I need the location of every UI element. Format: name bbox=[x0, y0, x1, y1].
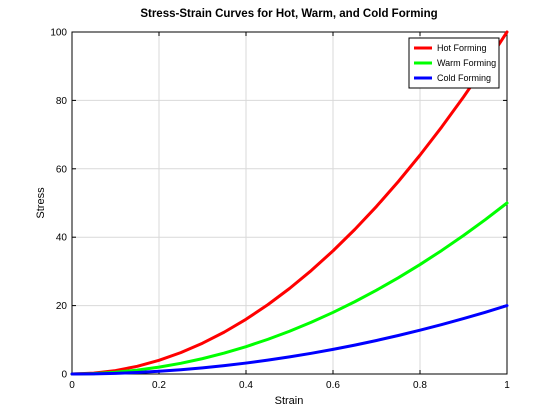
legend-item-cold-forming: Cold Forming bbox=[414, 73, 491, 83]
legend-item-hot-forming: Hot Forming bbox=[414, 43, 487, 53]
x-tick-label: 1 bbox=[504, 380, 510, 391]
legend: Hot Forming Warm Forming Cold Forming bbox=[408, 37, 500, 89]
legend-label: Hot Forming bbox=[437, 43, 487, 53]
x-tick-label: 0.2 bbox=[152, 380, 166, 391]
y-tick-label: 20 bbox=[56, 301, 68, 312]
legend-items: Hot Forming Warm Forming Cold Forming bbox=[414, 43, 496, 83]
legend-label: Warm Forming bbox=[437, 58, 496, 68]
y-tick-label: 0 bbox=[61, 370, 67, 381]
y-tick-label: 40 bbox=[56, 233, 68, 244]
y-axis-label: Stress bbox=[35, 187, 47, 219]
chart-title: Stress-Strain Curves for Hot, Warm, and … bbox=[140, 8, 437, 20]
hot-forming-line bbox=[70, 30, 509, 376]
y-tick-labels: 0 20 40 60 80 100 bbox=[50, 28, 67, 381]
warm-forming-line bbox=[70, 201, 509, 376]
y-tick-label: 80 bbox=[56, 96, 68, 107]
x-tick-label: 0.4 bbox=[239, 380, 253, 391]
y-tick-label: 60 bbox=[56, 164, 68, 175]
x-tick-label: 0.8 bbox=[413, 380, 427, 391]
x-axis-label: Strain bbox=[275, 395, 304, 407]
legend-item-warm-forming: Warm Forming bbox=[414, 58, 496, 68]
x-tick-label: 0 bbox=[69, 380, 75, 391]
cold-forming-line bbox=[70, 304, 509, 376]
y-tick-label: 100 bbox=[50, 28, 67, 39]
grid-lines bbox=[72, 32, 507, 374]
x-tick-label: 0.6 bbox=[326, 380, 340, 391]
x-tick-labels: 0 0.2 0.4 0.6 0.8 1 bbox=[69, 380, 510, 391]
legend-label: Cold Forming bbox=[437, 73, 491, 83]
series-lines bbox=[70, 30, 509, 376]
